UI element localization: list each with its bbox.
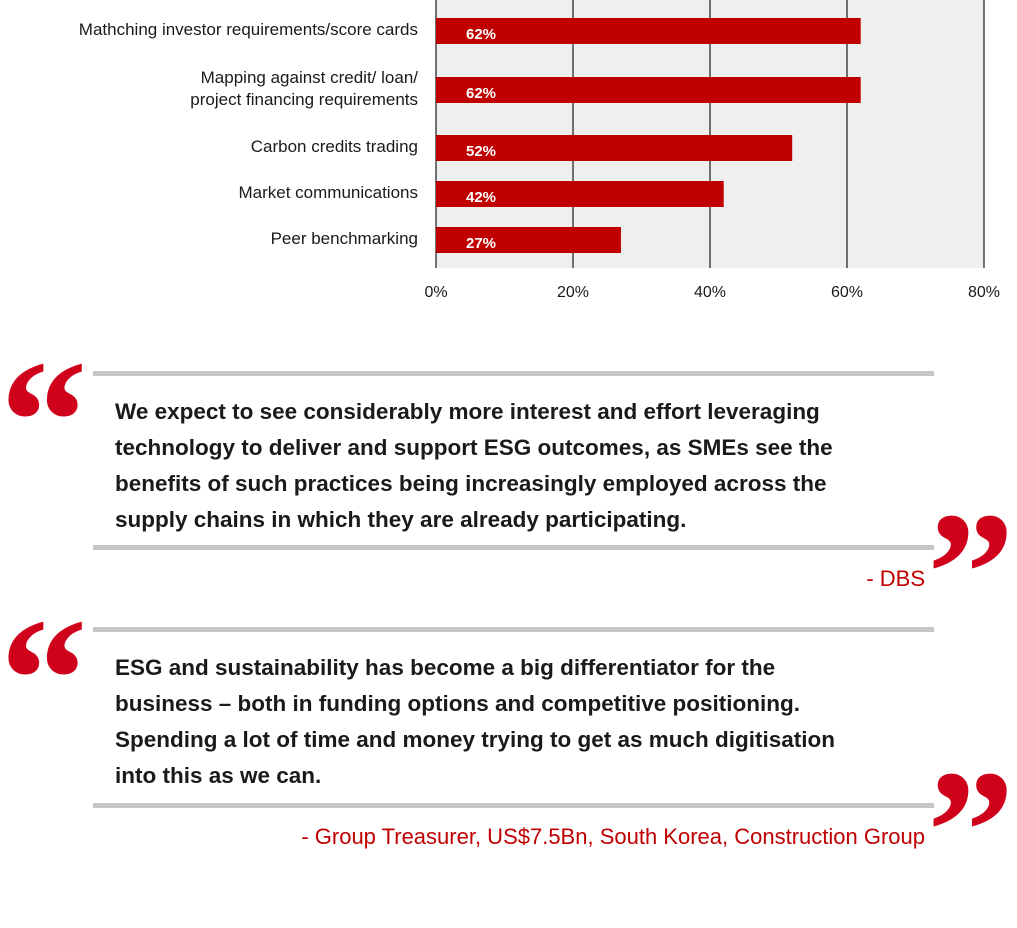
x-tick-labels: 0% 20% 40% 60% 80% — [424, 284, 1000, 301]
category-label: Peer benchmarking — [271, 229, 418, 248]
quote-line: into this as we can. — [115, 763, 322, 788]
quote-line: We expect to see considerably more inter… — [115, 399, 820, 424]
quote-attribution: - Group Treasurer, US$7.5Bn, South Korea… — [301, 824, 925, 849]
bar-data-label: 52% — [466, 143, 496, 160]
close-quote-icon: ” — [927, 734, 1014, 928]
bar — [436, 77, 861, 103]
bar — [436, 135, 793, 161]
grid-lines — [435, 0, 985, 268]
quote-line: business – both in funding options and c… — [115, 691, 800, 716]
category-label: Mathching investor requirements/score ca… — [79, 20, 418, 39]
quote-top-rule — [93, 627, 934, 632]
quote-line: Spending a lot of time and money trying … — [115, 727, 836, 752]
x-tick-label: 20% — [557, 284, 589, 301]
category-label: project financing requirements — [190, 90, 418, 109]
quote-text: We expect to see considerably more inter… — [115, 394, 945, 538]
bars: 62% 62% 52% 42% 27% — [436, 18, 861, 253]
quote-block-1: “ We expect to see considerably more int… — [0, 334, 1017, 661]
bar-chart: 62% 62% 52% 42% 27% Mathching investor requi… — [79, 0, 1000, 301]
quote-bottom-rule — [93, 545, 934, 550]
bar — [436, 18, 861, 44]
x-tick-label: 80% — [968, 284, 1000, 301]
quote-line: supply chains in which they are already … — [115, 507, 687, 532]
bar-data-label: 27% — [466, 235, 496, 252]
quote-block-2: “ ESG and sustainability has become a bi… — [0, 592, 1017, 919]
category-labels: Mathching investor requirements/score ca… — [79, 20, 418, 248]
bar-data-label: 62% — [466, 85, 496, 102]
category-label: Mapping against credit/ loan/ — [201, 68, 419, 87]
x-tick-label: 40% — [694, 284, 726, 301]
quote-text: ESG and sustainability has become a big … — [115, 650, 945, 794]
quote-line: ESG and sustainability has become a big … — [115, 655, 776, 680]
bar — [436, 227, 621, 253]
bar-data-label: 42% — [466, 189, 496, 206]
bar — [436, 181, 724, 207]
open-quote-icon: “ — [0, 324, 87, 518]
quote-line: technology to deliver and support ESG ou… — [115, 435, 833, 460]
quote-top-rule — [93, 371, 934, 376]
open-quote-icon: “ — [0, 582, 87, 776]
quote-line: benefits of such practices being increas… — [115, 471, 827, 496]
x-tick-label: 60% — [831, 284, 863, 301]
quote-bottom-rule — [93, 803, 934, 808]
category-label: Market communications — [238, 183, 418, 202]
bar-data-label: 62% — [466, 26, 496, 43]
x-tick-label: 0% — [424, 284, 447, 301]
quote-attribution: - DBS — [866, 566, 925, 591]
close-quote-icon: ” — [927, 476, 1014, 670]
category-label: Carbon credits trading — [251, 137, 418, 156]
